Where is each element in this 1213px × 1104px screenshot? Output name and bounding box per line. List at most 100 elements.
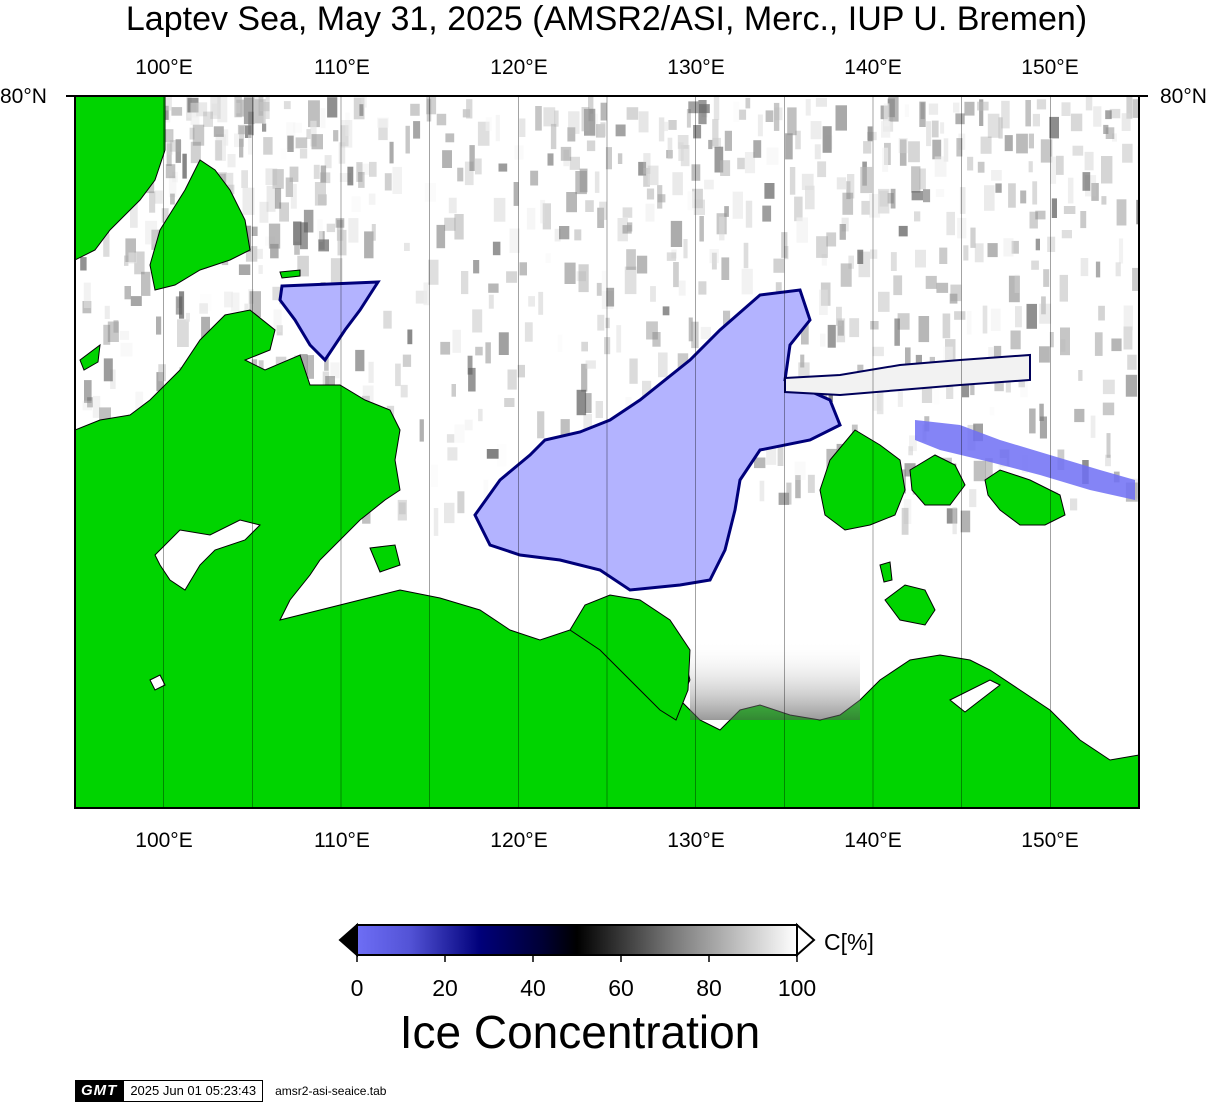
ice-texture-cell <box>554 228 561 242</box>
ice-texture-cell <box>1105 110 1112 120</box>
ice-texture-cell <box>741 268 753 295</box>
ice-texture-cell <box>497 444 507 467</box>
ice-texture-cell <box>485 342 491 364</box>
ice-texture-cell <box>846 181 851 200</box>
ice-texture-cell <box>773 102 780 131</box>
ice-texture-cell <box>646 321 658 340</box>
ice-texture-cell <box>757 114 763 137</box>
ice-texture-cell <box>517 364 525 378</box>
ice-texture-cell <box>918 316 930 343</box>
ice-texture-cell <box>189 127 195 140</box>
ice-texture-cell <box>840 263 852 287</box>
ice-texture-cell <box>1016 133 1028 154</box>
ice-texture-cell <box>353 97 365 120</box>
ice-texture-cell <box>1080 211 1087 229</box>
ice-texture-cell <box>119 330 130 340</box>
ice-texture-cell <box>314 182 326 206</box>
ice-texture-cell <box>1095 261 1101 278</box>
ice-texture-cell <box>940 122 945 134</box>
ice-texture-cell <box>235 102 241 114</box>
gmt-logo: GMT <box>75 1080 124 1102</box>
ice-texture-cell <box>596 282 602 296</box>
ice-texture-cell <box>822 126 832 153</box>
ice-texture-cell <box>451 384 456 397</box>
ice-texture-cell <box>737 157 745 170</box>
land-kotelny-island <box>819 429 906 531</box>
ice-texture-cell <box>642 380 652 400</box>
ice-texture-cell <box>795 130 801 150</box>
ice-texture-cell <box>472 309 483 333</box>
ice-texture-cell <box>629 358 638 384</box>
open-water-new-siberian-strip <box>915 420 1135 500</box>
land-small-island-delta <box>369 544 401 573</box>
ice-texture-cell <box>870 321 879 330</box>
ice-texture-cell <box>295 137 308 149</box>
ice-texture-cell <box>801 173 814 190</box>
ice-texture-cell <box>308 100 320 128</box>
ice-texture-cell <box>83 282 91 309</box>
ice-texture-cell <box>745 97 751 109</box>
ice-texture-cell <box>594 171 600 193</box>
ice-texture-cell <box>805 99 811 116</box>
ice-texture-cell <box>498 332 509 355</box>
ice-texture-cell <box>239 138 244 158</box>
ice-texture-cell <box>1105 127 1115 139</box>
ice-texture-cell <box>860 166 873 194</box>
ice-texture-cell <box>766 444 777 465</box>
ice-texture-cell <box>987 243 998 258</box>
ice-texture-cell <box>477 121 490 146</box>
ice-texture-cell <box>897 391 903 407</box>
ice-texture-cell <box>273 309 282 333</box>
ice-texture-cell <box>1093 106 1102 127</box>
ice-texture-cell <box>324 351 329 371</box>
ice-texture-cell <box>638 111 649 133</box>
ice-texture-cell <box>535 106 542 131</box>
ice-texture-cell <box>337 229 347 256</box>
ice-texture-cell <box>745 200 753 228</box>
ice-texture-cell <box>1111 338 1122 352</box>
ice-texture-cell <box>557 334 563 352</box>
ice-texture-cell <box>709 249 719 264</box>
ice-texture-cell <box>1029 408 1036 434</box>
ice-texture-cell <box>789 167 796 195</box>
ice-texture-cell <box>960 510 971 533</box>
ice-texture-cell <box>564 262 576 284</box>
map-title: Laptev Sea, May 31, 2025 (AMSR2/ASI, Mer… <box>125 0 1088 38</box>
ice-texture-cell <box>777 441 784 466</box>
ice-texture-cell <box>878 188 890 214</box>
ice-texture-cell <box>447 447 458 461</box>
ice-texture-cell <box>239 126 244 147</box>
ice-texture-cell <box>560 419 570 439</box>
ice-texture-cell <box>464 161 474 186</box>
ice-texture-cell <box>1051 198 1057 218</box>
ice-texture-cell <box>713 96 720 120</box>
land-bolshevik-island <box>149 159 251 291</box>
ice-texture-cell <box>428 259 439 285</box>
ice-texture-cell <box>145 220 158 245</box>
ice-texture-cell <box>881 121 891 138</box>
ice-texture-cell <box>345 112 350 136</box>
ice-texture-cell <box>974 243 984 263</box>
ice-texture-cell <box>946 385 954 399</box>
ice-texture-cell <box>936 282 949 293</box>
ice-texture-cell <box>528 296 535 307</box>
map-frame <box>74 95 1140 809</box>
ice-texture-cell <box>149 191 156 213</box>
ice-texture-cell <box>268 223 281 249</box>
ice-texture-cell <box>616 325 622 353</box>
ice-texture-cell <box>415 290 427 304</box>
ice-texture-cell <box>574 229 582 241</box>
ice-texture-cell <box>554 110 559 127</box>
ice-texture-cell <box>1084 151 1094 171</box>
ice-texture-cell <box>166 130 173 155</box>
open-water-east-strip <box>784 353 1031 397</box>
ice-texture-cell <box>130 200 138 228</box>
ice-texture-cell <box>724 130 732 151</box>
ice-texture-cell <box>732 191 743 219</box>
ice-texture-cell <box>1112 133 1117 142</box>
ice-texture-cell <box>785 133 793 160</box>
ice-texture-cell <box>692 188 703 209</box>
ice-texture-cell <box>446 434 455 443</box>
ice-texture-cell <box>1050 156 1057 184</box>
ice-texture-cell <box>165 164 176 179</box>
